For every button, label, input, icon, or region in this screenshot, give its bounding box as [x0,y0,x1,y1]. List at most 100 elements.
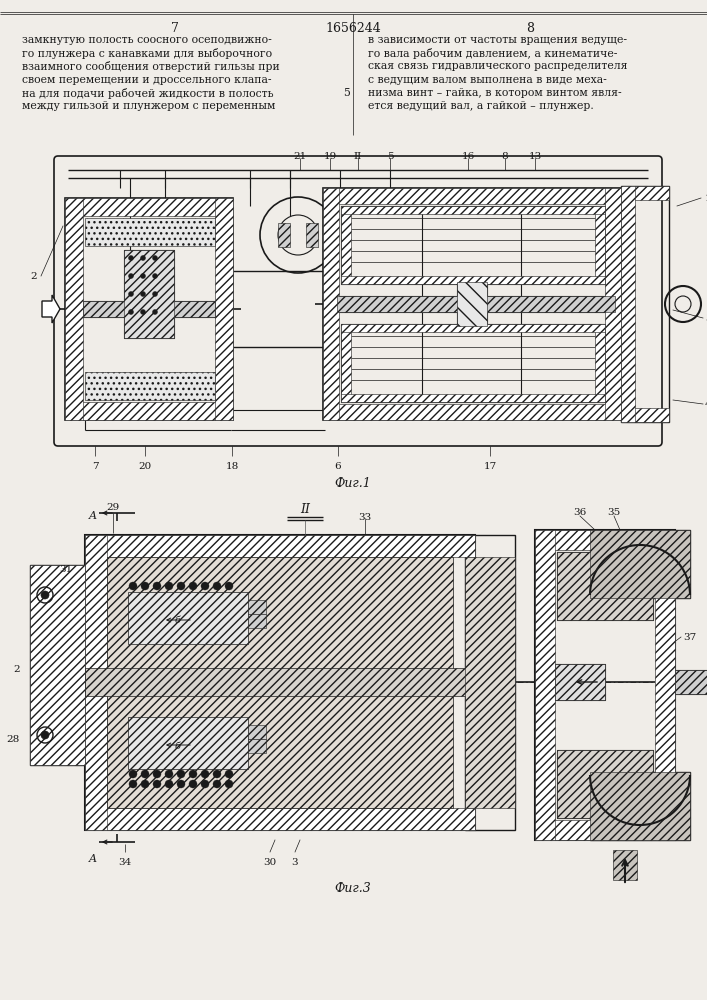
Bar [465,535,515,830]
Bar [123,670,437,694]
Bar [535,530,675,550]
Text: на для подачи рабочей жидкости в полость: на для подачи рабочей жидкости в полость [22,88,274,99]
Bar [65,198,233,216]
Text: ская связь гидравлического распределителя: ская связь гидравлического распределител… [368,61,628,71]
Bar [215,198,233,420]
Bar [85,535,475,557]
Text: 37: 37 [683,633,696,642]
Circle shape [225,780,233,788]
Text: 33: 33 [358,513,372,522]
Bar [323,188,339,420]
Text: 20: 20 [139,462,151,471]
Bar [557,750,653,818]
Circle shape [201,770,209,778]
Text: 2: 2 [13,665,20,674]
Bar [613,850,637,880]
Text: с ведущим валом выполнена в виде меха-: с ведущим валом выполнена в виде меха- [368,75,607,85]
Bar [30,565,85,765]
Text: 16: 16 [462,152,474,161]
Circle shape [153,273,158,278]
Circle shape [189,780,197,788]
Circle shape [153,292,158,296]
Bar [457,282,487,326]
Circle shape [141,582,149,590]
Bar [128,717,248,769]
Bar [128,717,248,769]
Bar [621,408,669,422]
Circle shape [189,582,197,590]
Circle shape [129,582,137,590]
Bar [341,324,605,402]
Text: 34: 34 [118,858,132,867]
Text: 13: 13 [528,152,542,161]
Bar [124,250,174,338]
Bar [675,670,707,694]
Circle shape [41,591,49,599]
Text: 6: 6 [334,462,341,471]
Bar [85,535,107,830]
Bar [621,186,669,200]
Bar [341,206,351,284]
Bar [341,324,605,332]
Text: Фиг.1: Фиг.1 [334,477,371,490]
Bar [595,324,605,402]
Bar [123,573,437,792]
Circle shape [129,310,134,314]
Bar [30,565,85,765]
Text: 1656244: 1656244 [325,22,381,35]
Bar [85,668,475,696]
Text: 7: 7 [171,22,179,35]
Circle shape [153,582,161,590]
Bar [675,670,707,694]
Text: между гильзой и плунжером с переменным: между гильзой и плунжером с переменным [22,101,275,111]
Bar [341,206,605,284]
Bar [337,296,615,312]
Bar [248,739,266,753]
Text: го вала рабочим давлением, а кинематиче-: го вала рабочим давлением, а кинематиче- [368,48,617,59]
Text: го плунжера с канавками для выборочного: го плунжера с канавками для выборочного [22,48,272,59]
Text: A: A [89,854,97,864]
Bar [83,301,215,317]
Bar [557,552,653,620]
Text: 3: 3 [292,858,298,867]
Bar [557,750,653,818]
Circle shape [153,310,158,314]
Bar [557,552,653,620]
Bar [124,250,174,338]
Text: 5: 5 [387,152,393,161]
Text: 8: 8 [502,152,508,161]
Bar [278,223,290,247]
Bar [535,530,675,840]
Bar [590,772,690,840]
Bar [621,186,669,422]
Circle shape [153,780,161,788]
Circle shape [129,255,134,260]
Bar [337,296,615,312]
Text: 2: 2 [30,272,37,281]
Bar [535,530,555,840]
Circle shape [129,292,134,296]
Text: 7: 7 [92,462,98,471]
Bar [65,198,83,420]
Circle shape [129,780,137,788]
Bar [595,206,605,284]
Text: 28: 28 [7,735,20,744]
Circle shape [153,255,158,260]
Circle shape [225,770,233,778]
Text: 1: 1 [705,194,707,203]
Circle shape [129,770,137,778]
Bar [248,725,266,739]
Bar [83,301,215,317]
Bar [341,324,351,402]
Bar [85,218,215,246]
Text: замкнутую полость соосного осеподвижно-: замкнутую полость соосного осеподвижно- [22,35,271,45]
Circle shape [165,770,173,778]
Text: 21: 21 [293,152,307,161]
Bar [85,372,215,400]
Bar [555,664,605,700]
Bar [555,664,605,700]
Text: 35: 35 [607,508,621,517]
Text: 8: 8 [526,22,534,35]
Bar [248,600,266,614]
Bar [85,535,475,830]
